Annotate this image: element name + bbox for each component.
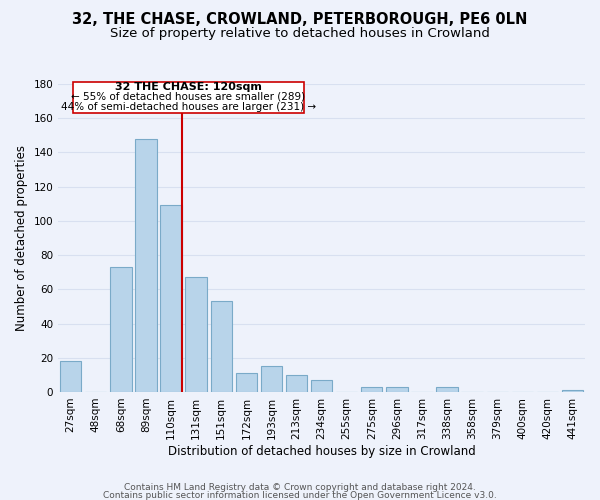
Bar bbox=[361, 387, 382, 392]
Bar bbox=[136, 138, 157, 392]
Text: Contains public sector information licensed under the Open Government Licence v3: Contains public sector information licen… bbox=[103, 492, 497, 500]
Y-axis label: Number of detached properties: Number of detached properties bbox=[15, 145, 28, 331]
X-axis label: Distribution of detached houses by size in Crowland: Distribution of detached houses by size … bbox=[168, 444, 475, 458]
Bar bbox=[386, 387, 407, 392]
Text: 44% of semi-detached houses are larger (231) →: 44% of semi-detached houses are larger (… bbox=[61, 102, 316, 112]
Text: Contains HM Land Registry data © Crown copyright and database right 2024.: Contains HM Land Registry data © Crown c… bbox=[124, 483, 476, 492]
Bar bbox=[110, 267, 131, 392]
Text: ← 55% of detached houses are smaller (289): ← 55% of detached houses are smaller (28… bbox=[71, 92, 305, 102]
Bar bbox=[261, 366, 282, 392]
Bar bbox=[211, 302, 232, 392]
Bar bbox=[236, 373, 257, 392]
Text: 32, THE CHASE, CROWLAND, PETERBOROUGH, PE6 0LN: 32, THE CHASE, CROWLAND, PETERBOROUGH, P… bbox=[73, 12, 527, 28]
Bar bbox=[562, 390, 583, 392]
Bar bbox=[160, 206, 182, 392]
Bar bbox=[311, 380, 332, 392]
Text: 32 THE CHASE: 120sqm: 32 THE CHASE: 120sqm bbox=[115, 82, 262, 92]
Bar bbox=[436, 387, 458, 392]
Bar bbox=[185, 278, 207, 392]
FancyBboxPatch shape bbox=[73, 82, 304, 113]
Bar bbox=[60, 361, 82, 392]
Text: Size of property relative to detached houses in Crowland: Size of property relative to detached ho… bbox=[110, 28, 490, 40]
Bar bbox=[286, 375, 307, 392]
